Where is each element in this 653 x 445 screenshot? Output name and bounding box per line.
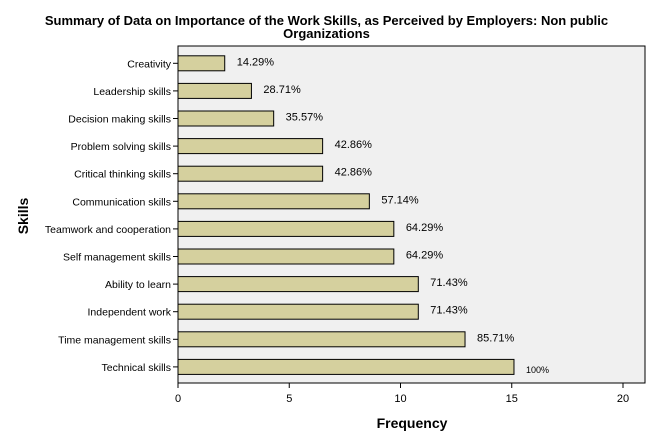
- y-tick-label: Teamwork and cooperation: [45, 224, 171, 236]
- data-label: 85.71%: [477, 332, 515, 344]
- bar: [177, 193, 370, 210]
- x-tick-label: 0: [175, 393, 181, 405]
- bar: [177, 110, 275, 127]
- labels-layer: 14.29% 28.71% 35.57% 42.86% 42.86% 57.14% 64.2…: [237, 56, 549, 375]
- bar: [177, 331, 466, 348]
- bar: [177, 82, 252, 99]
- bar: [177, 358, 515, 375]
- bar: [177, 303, 419, 320]
- bar: [177, 248, 395, 265]
- y-axis-title: Skills: [15, 198, 31, 235]
- x-tick-label: 20: [617, 393, 629, 405]
- y-tick-label: Problem solving skills: [71, 141, 171, 153]
- bar: [177, 220, 395, 237]
- y-tick-label: Communication skills: [72, 196, 171, 208]
- x-tick-label: 10: [394, 393, 406, 405]
- bar: [177, 55, 226, 72]
- bars-layer: [177, 55, 515, 375]
- y-tick-label: Technical skills: [102, 362, 171, 374]
- x-axis-title: Frequency: [377, 415, 448, 431]
- plot-area: [177, 45, 646, 384]
- bar: [177, 138, 324, 155]
- axis-layer: Creativity Leadership skills Decision maki…: [45, 58, 629, 405]
- data-label: 64.29%: [406, 222, 444, 234]
- chart-title: Summary of Data on Importance of the Wor…: [0, 14, 653, 40]
- data-label: 28.71%: [263, 84, 301, 96]
- y-tick-label: Decision making skills: [68, 114, 171, 126]
- y-tick-label: Time management skills: [58, 334, 171, 346]
- data-label: 35.57%: [286, 112, 324, 124]
- y-tick-label: Leadership skills: [93, 86, 171, 98]
- data-label: 42.86%: [335, 167, 373, 179]
- data-label: 100%: [526, 365, 549, 375]
- data-label: 71.43%: [430, 277, 468, 289]
- data-label: 71.43%: [430, 305, 468, 317]
- bar: [177, 165, 324, 182]
- y-tick-label: Critical thinking skills: [74, 169, 171, 181]
- x-tick-label: 5: [286, 393, 292, 405]
- data-label: 14.29%: [237, 56, 275, 68]
- bar: [177, 276, 419, 293]
- y-tick-label: Ability to learn: [105, 279, 171, 291]
- x-tick-label: 15: [506, 393, 518, 405]
- data-label: 64.29%: [406, 250, 444, 262]
- data-label: 42.86%: [335, 139, 373, 151]
- chart-title-line-2: Organizations: [283, 26, 370, 41]
- y-tick-label: Creativity: [127, 58, 172, 70]
- y-tick-label: Self management skills: [63, 252, 171, 264]
- data-label: 57.14%: [381, 194, 419, 206]
- y-tick-label: Independent work: [88, 307, 172, 319]
- chart-title-line-1: Summary of Data on Importance of the Wor…: [44, 13, 609, 28]
